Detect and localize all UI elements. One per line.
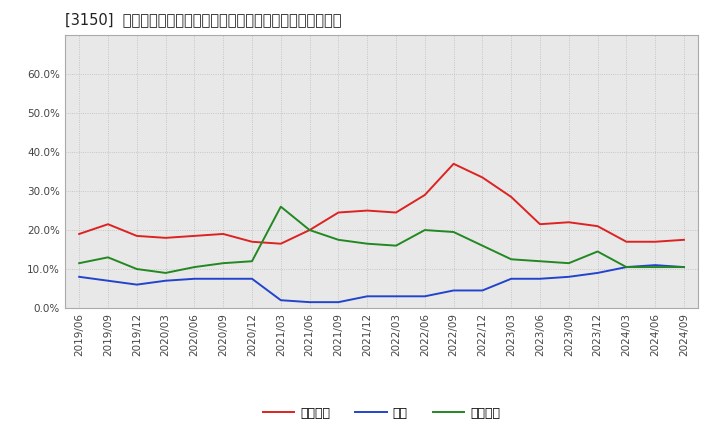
Text: [3150]  売上債権、在庫、買入債務の総資産に対する比率の推移: [3150] 売上債権、在庫、買入債務の総資産に対する比率の推移 (65, 12, 341, 27)
買入債務 (334, 237, 343, 242)
売上債権 (248, 239, 256, 244)
売上債権 (680, 237, 688, 242)
売上債権 (363, 208, 372, 213)
買入債務 (622, 264, 631, 270)
売上債権 (334, 210, 343, 215)
売上債権 (219, 231, 228, 237)
売上債権 (449, 161, 458, 166)
買入債務 (564, 260, 573, 266)
買入債務 (305, 227, 314, 233)
在庫 (305, 300, 314, 305)
在庫 (334, 300, 343, 305)
買入債務 (392, 243, 400, 248)
在庫 (104, 278, 112, 283)
売上債権 (104, 222, 112, 227)
売上債権 (392, 210, 400, 215)
買入債務 (507, 257, 516, 262)
売上債権 (132, 233, 141, 238)
在庫 (564, 274, 573, 279)
買入債務 (363, 241, 372, 246)
Line: 在庫: 在庫 (79, 265, 684, 302)
買入債務 (651, 264, 660, 270)
買入債務 (276, 204, 285, 209)
買入債務 (219, 260, 228, 266)
売上債権 (478, 175, 487, 180)
買入債務 (536, 259, 544, 264)
買入債務 (161, 270, 170, 275)
在庫 (248, 276, 256, 282)
売上債権 (507, 194, 516, 200)
在庫 (190, 276, 199, 282)
買入債務 (420, 227, 429, 233)
在庫 (219, 276, 228, 282)
売上債権 (622, 239, 631, 244)
在庫 (680, 264, 688, 270)
在庫 (651, 263, 660, 268)
在庫 (161, 278, 170, 283)
在庫 (536, 276, 544, 282)
売上債権 (564, 220, 573, 225)
在庫 (132, 282, 141, 287)
Line: 売上債権: 売上債権 (79, 164, 684, 244)
買入債務 (449, 229, 458, 235)
売上債権 (190, 233, 199, 238)
在庫 (420, 293, 429, 299)
売上債権 (305, 227, 314, 233)
売上債権 (276, 241, 285, 246)
売上債権 (593, 224, 602, 229)
在庫 (478, 288, 487, 293)
在庫 (593, 270, 602, 275)
在庫 (622, 264, 631, 270)
在庫 (507, 276, 516, 282)
在庫 (363, 293, 372, 299)
買入債務 (248, 259, 256, 264)
買入債務 (680, 264, 688, 270)
買入債務 (478, 243, 487, 248)
売上債権 (420, 192, 429, 198)
売上債権 (75, 231, 84, 237)
在庫 (276, 297, 285, 303)
在庫 (449, 288, 458, 293)
買入債務 (190, 264, 199, 270)
Line: 買入債務: 買入債務 (79, 207, 684, 273)
在庫 (75, 274, 84, 279)
買入債務 (593, 249, 602, 254)
買入債務 (132, 266, 141, 271)
Legend: 売上債権, 在庫, 買入債務: 売上債権, 在庫, 買入債務 (258, 402, 505, 425)
売上債権 (161, 235, 170, 241)
在庫 (392, 293, 400, 299)
売上債権 (536, 222, 544, 227)
買入債務 (104, 255, 112, 260)
買入債務 (75, 260, 84, 266)
売上債権 (651, 239, 660, 244)
